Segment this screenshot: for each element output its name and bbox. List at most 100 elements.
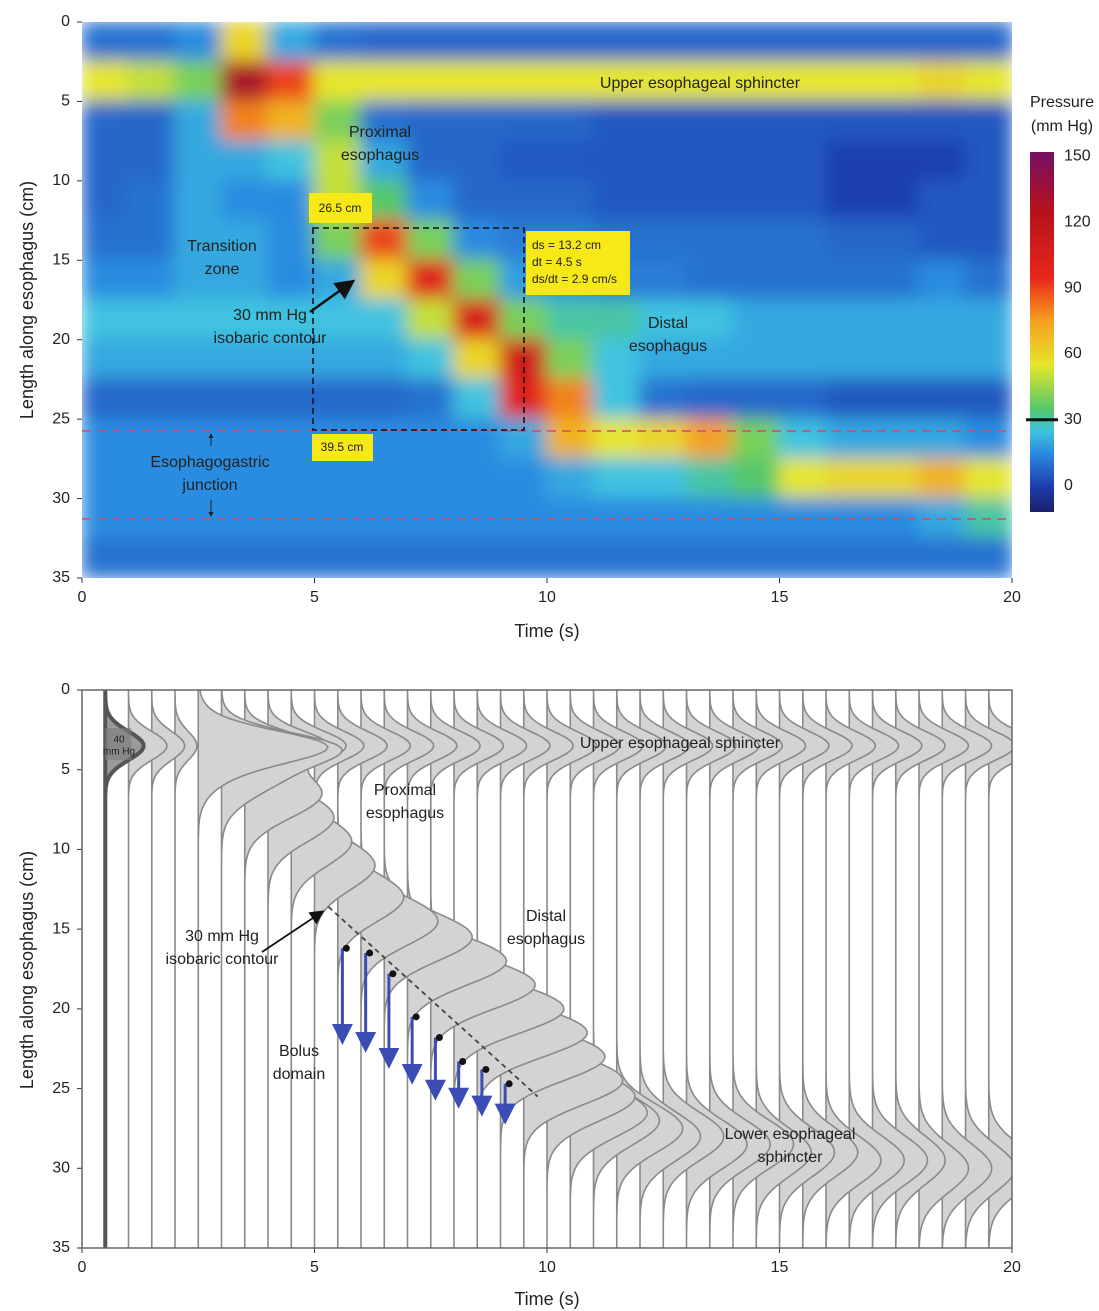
heatmap-cell [825,219,874,262]
heatmap-cell [732,219,781,262]
annotation: ds = 13.2 cm [532,238,601,252]
heatmap-chart: 0 5 10 15 20 0 5 10 15 20 25 30 35 Time (s) Length alo… [17,13,1094,641]
heatmap-cell [918,259,967,301]
y-tick-label: 5 [61,761,70,778]
heatmap-cell [220,140,269,182]
heatmap-cell [546,299,595,341]
heatmap-cell [778,179,827,222]
y-tick-label: 30 [52,1160,70,1177]
y-axis-title: Length along esophagus (cm) [17,851,37,1089]
y-tick-label: 5 [61,93,70,110]
y-tick-label: 30 [52,490,70,507]
annotation: 30 mm Hg [233,307,307,324]
heatmap-cell [918,299,967,341]
heatmap-cell [174,259,223,301]
y-tick-label: 20 [52,1000,70,1017]
y-axis-title: Length along esophagus (cm) [17,181,37,419]
annotation: Proximal [374,782,436,799]
heatmap-cell [871,22,920,63]
heatmap-cell [499,100,548,143]
label-box [526,231,630,295]
annotation: junction [181,477,237,494]
heatmap-cell [964,259,1012,301]
heatmap-cell [918,179,967,222]
colorbar-title: Pressure [1030,94,1094,111]
pressure-trace [522,690,624,1248]
heatmap-cell [267,179,316,222]
x-tick-label: 0 [78,589,87,606]
heatmap-cell [174,140,223,182]
heatmap-cell [220,100,269,143]
x-axis-title: Time (s) [514,621,579,641]
heatmap-cell [639,338,688,381]
annotation: 39.5 cm [321,440,364,454]
annotation: esophagus [341,147,419,164]
annotation: dt = 4.5 s [532,255,582,269]
bolus-point [366,949,374,957]
heatmap-cell [267,457,316,500]
heatmap-cell [685,537,734,578]
heatmap-cell [825,179,874,222]
heatmap-cell [267,537,316,578]
heatmap-cell [220,299,269,341]
heatmap-cell [174,22,223,63]
heatmap-cell [360,299,409,341]
heatmap-cell [732,140,781,182]
pressure-trace [197,690,329,1248]
colorbar-tick-label: 60 [1064,345,1082,362]
heatmap-cell [82,299,130,341]
heatmap-cell [871,259,920,301]
trace-clip [103,690,1012,1248]
heatmap-cell [778,537,827,578]
heatmap-cell [453,219,502,262]
heatmap-cell [313,22,362,63]
pressure-trace [732,690,795,1248]
pressure-trace [685,690,748,1248]
bolus-point [459,1057,467,1065]
heatmap-cell [174,100,223,143]
heatmap-cell [732,338,781,381]
heatmap-cell [220,179,269,222]
annotation: Esophagogastric [150,454,269,471]
heatmap-cell [406,259,455,301]
heatmap-cell [685,497,734,540]
heatmap-cell [127,219,176,262]
heatmap-cell [127,299,176,341]
heatmap-cell [267,60,316,103]
heatmap-cell [360,378,409,421]
heatmap-cell [406,457,455,500]
annotation: Transition [187,238,257,255]
heatmap-cell [313,537,362,578]
heatmap-cell [778,140,827,182]
annotation: Upper esophageal sphincter [600,75,801,92]
y-tick-label: 0 [61,681,70,698]
heatmap-cell [546,418,595,460]
annotation: 26.5 cm [319,201,362,215]
heatmap-cell [639,179,688,222]
y-tick-label: 15 [52,920,70,937]
heatmap-cell [220,22,269,63]
heatmap-cell [267,418,316,460]
bolus-point [389,970,397,978]
annotation: isobaric contour [166,951,280,968]
y-tick-label: 25 [52,410,70,427]
heatmap-cell [592,338,641,381]
annotation: 30 mm Hg [185,928,259,945]
heatmap-cell [825,378,874,421]
heatmap-cell [127,179,176,222]
heatmap-cell [918,100,967,143]
heatmap-cell [127,259,176,301]
heatmap-cell [592,418,641,460]
heatmap-cell [313,259,362,301]
heatmap-cell [546,537,595,578]
scale-bar-label: 40 [113,735,125,746]
heatmap-cell [592,457,641,500]
heatmap-cell [406,60,455,103]
heatmap-cell [778,219,827,262]
heatmap-cell [685,100,734,143]
heatmap-cell [453,259,502,301]
heatmap-cell [732,299,781,341]
annotation: Upper esophageal sphincter [580,735,781,752]
colorbar-tick-label: 30 [1064,411,1082,428]
heatmap-cell [82,457,130,500]
